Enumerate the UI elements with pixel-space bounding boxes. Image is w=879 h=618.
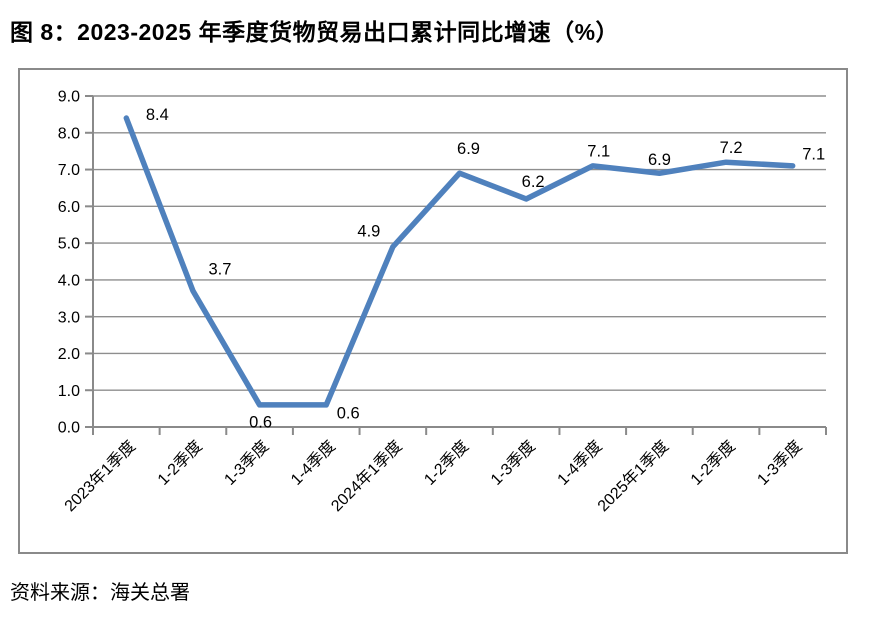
y-axis-labels: 0.0 1.0 2.0 3.0 4.0 5.0 6.0 7.0 8.0 9.0 (58, 89, 93, 437)
x-tick-label: 1-2季度 (154, 437, 206, 489)
y-tick-label: 5.0 (58, 236, 80, 253)
y-tick-label: 1.0 (58, 383, 80, 400)
source-note: 资料来源：海关总署 (10, 582, 190, 604)
y-tick-label: 8.0 (58, 125, 80, 142)
x-tick-label: 1-4季度 (554, 437, 606, 489)
axes (92, 96, 826, 428)
y-tick-label: 3.0 (58, 309, 80, 326)
data-label: 8.4 (146, 106, 169, 124)
y-tick-label: 7.0 (58, 162, 80, 179)
y-tick-label: 6.0 (58, 199, 80, 216)
data-label: 7.2 (720, 139, 743, 157)
data-label: 0.6 (249, 414, 272, 432)
series-line (123, 115, 796, 408)
x-tick-label: 1-3季度 (754, 437, 806, 489)
data-label: 7.1 (802, 146, 825, 164)
x-ticks (92, 427, 827, 435)
data-labels: 8.4 3.7 0.6 0.6 4.9 6.9 6.2 7.1 6.9 7.2 7.1 (146, 106, 825, 432)
data-label: 6.9 (457, 140, 480, 158)
x-tick-label: 1-4季度 (287, 437, 339, 489)
x-tick-label: 2023年1季度 (61, 437, 139, 515)
x-tick-label: 1-2季度 (687, 437, 739, 489)
figure-title: 图 8：2023-2025 年季度货物贸易出口累计同比增速（%） (10, 19, 620, 45)
y-gridlines (93, 95, 826, 428)
x-tick-label: 1-3季度 (221, 437, 273, 489)
data-label: 7.1 (587, 143, 610, 161)
y-tick-label: 0.0 (58, 420, 80, 437)
y-tick-label: 4.0 (58, 272, 80, 289)
x-tick-label: 2024年1季度 (328, 437, 406, 515)
y-tick-label: 2.0 (58, 346, 80, 363)
data-label: 0.6 (337, 405, 360, 423)
data-label: 6.9 (648, 151, 671, 169)
data-label: 4.9 (357, 223, 380, 241)
data-label: 6.2 (522, 173, 545, 191)
data-label: 3.7 (208, 261, 231, 279)
x-tick-label: 2025年1季度 (594, 437, 672, 515)
chart-area: 0.0 1.0 2.0 3.0 4.0 5.0 6.0 7.0 8.0 9.0 2023年1季度 1-… (18, 68, 848, 554)
y-tick-label: 9.0 (58, 89, 80, 106)
x-tick-label: 1-3季度 (487, 437, 539, 489)
line-chart: 0.0 1.0 2.0 3.0 4.0 5.0 6.0 7.0 8.0 9.0 2023年1季度 1-… (58, 89, 827, 515)
x-tick-label: 1-2季度 (421, 437, 473, 489)
